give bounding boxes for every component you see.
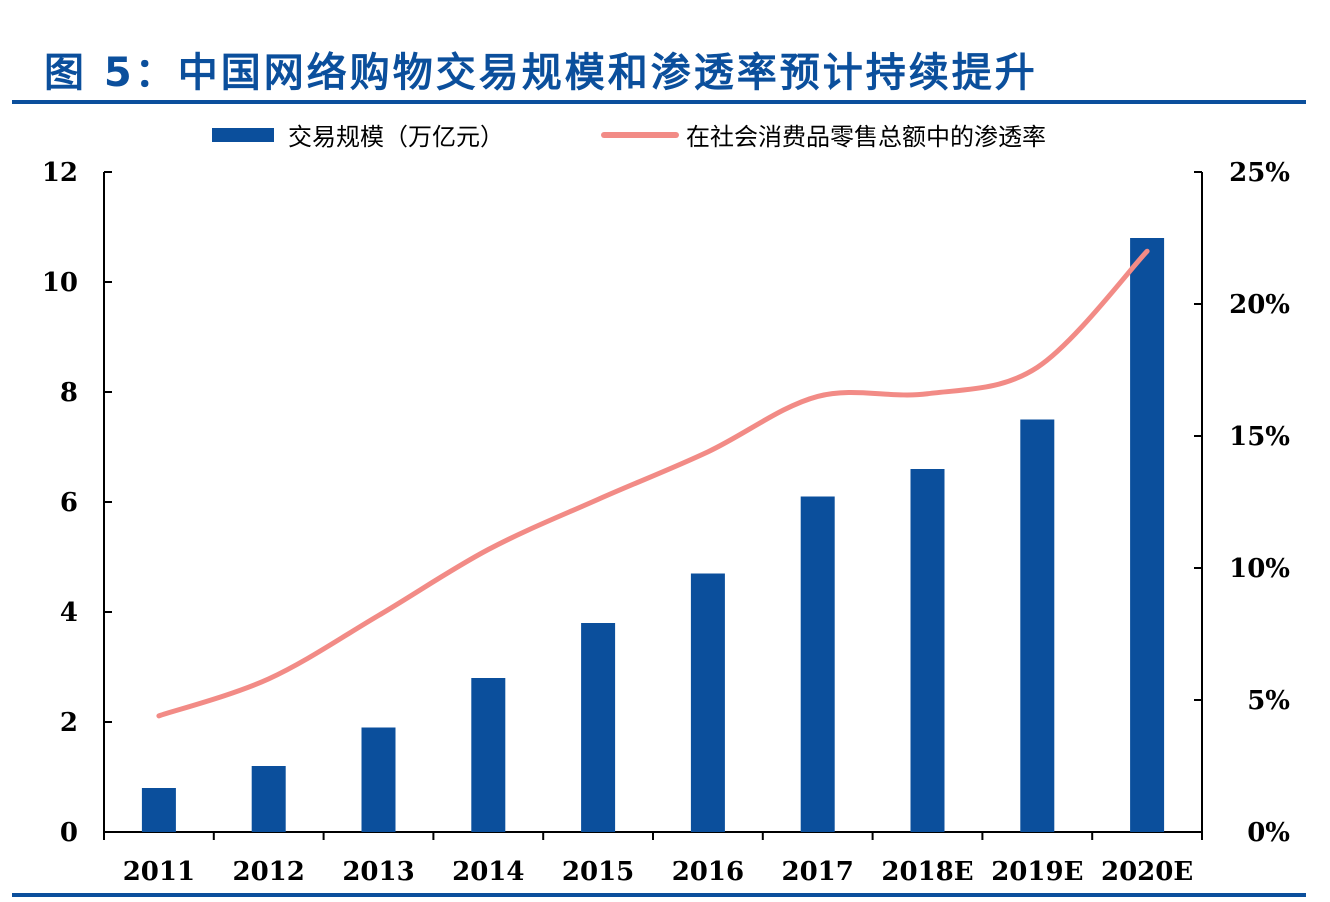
line-point-2013 — [377, 614, 380, 618]
right-tick-label: 5% — [1247, 686, 1290, 716]
left-tick-label: 10 — [42, 268, 78, 298]
line-point-2015 — [596, 497, 600, 501]
x-tick-label: 2015 — [562, 857, 634, 887]
bottom-rule — [12, 893, 1306, 897]
line-point-2012 — [267, 677, 271, 681]
x-tick-label: 2019E — [991, 857, 1083, 887]
bar-2016 — [690, 573, 725, 832]
right-tick-label: 10% — [1229, 554, 1290, 584]
right-tick-label: 25% — [1229, 158, 1290, 188]
line-point-2014 — [486, 548, 490, 552]
right-tick-label: 0% — [1247, 818, 1290, 848]
x-tick-label: 2017 — [782, 857, 854, 887]
line-point-2019E — [1035, 365, 1039, 369]
right-tick-label: 15% — [1229, 422, 1290, 452]
x-tick-label: 2014 — [452, 857, 524, 887]
x-tick-label: 2020E — [1101, 857, 1193, 887]
bar-2019E — [1020, 419, 1055, 832]
bar-2018E — [910, 469, 945, 832]
right-tick-label: 20% — [1229, 290, 1290, 320]
legend-bar-swatch — [212, 128, 274, 142]
bar-2011 — [141, 788, 176, 832]
chart-title: 图 5：中国网络购物交易规模和渗透率预计持续提升 — [44, 50, 1038, 96]
line-point-2016 — [706, 450, 710, 454]
bar-2017 — [800, 496, 835, 832]
left-tick-label: 12 — [42, 158, 78, 188]
legend-line-label: 在社会消费品零售总额中的渗透率 — [686, 123, 1046, 151]
bar-2020E — [1130, 238, 1165, 832]
left-tick-label: 6 — [60, 488, 78, 518]
bar-2013 — [361, 727, 396, 832]
left-tick-label: 4 — [60, 598, 78, 628]
bar-2012 — [251, 766, 286, 832]
x-tick-label: 2016 — [672, 857, 744, 887]
penetration-rate-line — [156, 248, 1150, 719]
line-point-2018E — [926, 392, 929, 396]
left-tick-label: 8 — [60, 378, 78, 408]
left-tick-label: 2 — [60, 708, 78, 738]
left-tick-label: 0 — [60, 818, 78, 848]
legend: 交易规模（万亿元） 在社会消费品零售总额中的渗透率 — [212, 123, 1046, 151]
x-tick-label: 2011 — [123, 857, 195, 887]
line-point-2020E — [1145, 249, 1149, 253]
x-tick-label: 2018E — [881, 857, 973, 887]
x-tick-label: 2013 — [342, 857, 414, 887]
legend-bar-label: 交易规模（万亿元） — [288, 123, 504, 151]
title-underline — [12, 100, 1306, 104]
line-point-2011 — [157, 714, 161, 718]
x-tick-label: 2012 — [233, 857, 305, 887]
bar-2014 — [471, 678, 506, 832]
line-point-2017 — [816, 394, 820, 398]
bar-2015 — [581, 623, 616, 832]
